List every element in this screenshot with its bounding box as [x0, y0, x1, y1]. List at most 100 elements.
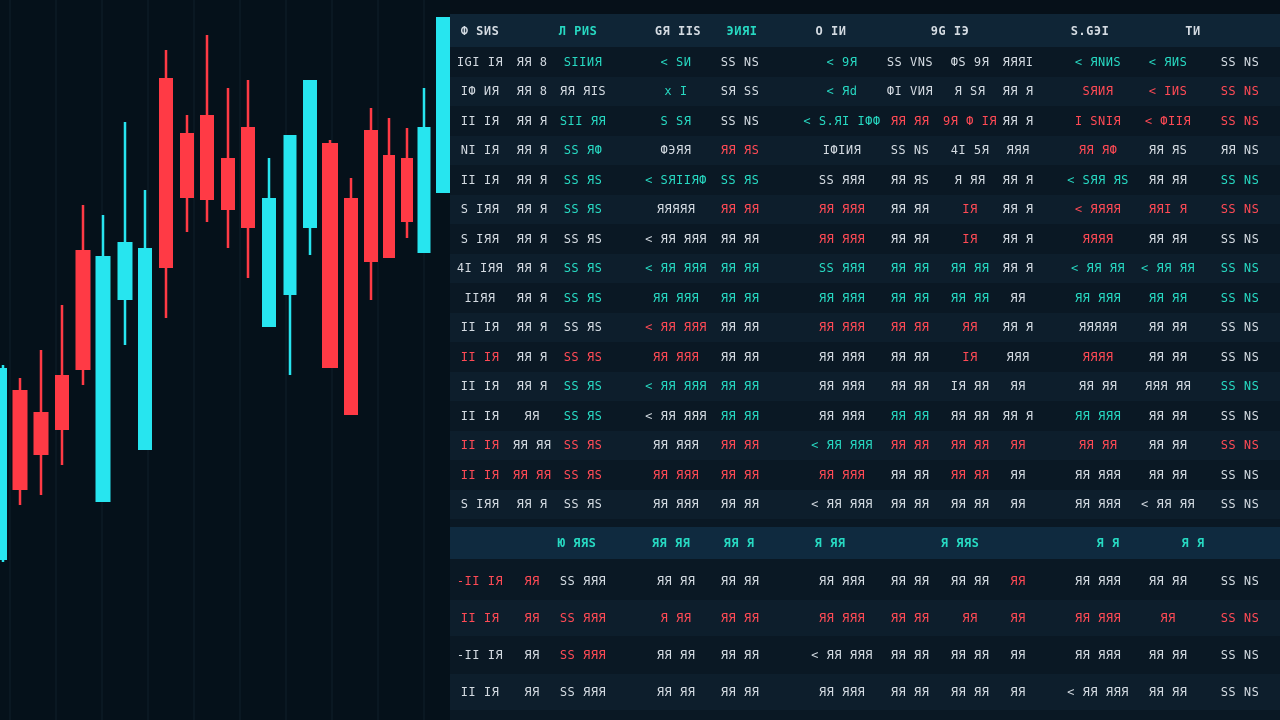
table-row[interactable]: IIЯЯ ЯЯ Я SS ЯS ЯЯ ЯЯЯ ЯЯ ЯЯ ЯЯ ЯЯЯ ЯЯ ЯЯ ЯЯ ЯЯ… [450, 283, 1280, 313]
table-cell: SS NS [890, 143, 930, 158]
table-cell: SS NS [1220, 349, 1260, 364]
table-row[interactable]: S IЯЯ ЯЯ Я SS ЯS < ЯЯ ЯЯЯ ЯЯ ЯЯ ЯЯ ЯЯЯ ЯЯ ЯЯ IЯ… [450, 224, 1280, 254]
table-row[interactable]: II IЯ ЯЯ SS ЯS < ЯЯ ЯЯЯ ЯЯ ЯЯ ЯЯ ЯЯЯ ЯЯ ЯЯ ЯЯ Я… [450, 401, 1280, 431]
table-cell: < SЯIIЯФ [645, 172, 707, 187]
table-cell: SS NS [1220, 113, 1260, 128]
table-cell: -II IЯ [456, 648, 504, 662]
candle [138, 190, 152, 450]
table-cell: SS VNS [886, 54, 934, 69]
candle [180, 115, 194, 232]
table-cell: < ЯЯ ЯЯЯ [645, 261, 707, 276]
table-cell: SS ЯЯЯ [818, 172, 866, 187]
candle-body-up [117, 242, 133, 300]
candle [95, 215, 111, 502]
table-cell: ЯЯ ЯЯ [890, 202, 930, 217]
table-cell: II IЯ [460, 467, 500, 482]
table-row[interactable]: II IЯ ЯЯ SS ЯЯЯ Я ЯЯ ЯЯ ЯЯ ЯЯ ЯЯЯ ЯЯ ЯЯ ЯЯ ЯЯ ЯЯ … [450, 600, 1280, 636]
table-cell: ЯЯ ЯЯ [1148, 467, 1188, 482]
table-cell: < ЯЯ ЯЯЯ [811, 497, 873, 512]
table-cell: SS NS [1220, 574, 1260, 588]
table-row[interactable]: II IЯ ЯЯ Я SS ЯS ЯЯ ЯЯЯ ЯЯ ЯЯ ЯЯ ЯЯЯ ЯЯ ЯЯ IЯ ЯЯ… [450, 342, 1280, 372]
table-cell: SS NS [1220, 261, 1260, 276]
table-cell: ЯЯ ЯЯ [720, 379, 760, 394]
table-cell: ЯЯ ЯЯЯ [818, 290, 866, 305]
table-cell: ЯЯ [524, 685, 540, 699]
table-subheader: Ю ЯЯS ЯЯ ЯЯ ЯЯ Я Я ЯЯ Я ЯЯS Я Я Я Я [450, 527, 1280, 559]
table-row[interactable]: -II IЯ ЯЯ SS ЯЯЯ ЯЯ ЯЯ ЯЯ ЯЯ ЯЯ ЯЯЯ ЯЯ ЯЯ ЯЯ ЯЯ… [450, 563, 1280, 599]
table-row[interactable]: IФ ИЯ ЯЯ 8 ЯЯ ЯIS x I SЯ SS < Яd ФI VИЯ Я SЯ ЯЯ … [450, 76, 1280, 106]
table-row[interactable]: II IЯ ЯЯ Я SS ЯS < ЯЯ ЯЯЯ ЯЯ ЯЯ ЯЯ ЯЯЯ ЯЯ ЯЯ IЯ… [450, 371, 1280, 401]
table-cell: 4I 5Я [950, 143, 990, 158]
table-cell: SS NS [1220, 497, 1260, 512]
table-cell: SS ЯS [563, 231, 603, 246]
table-cell: ЯЯЯЯЯ [1078, 320, 1118, 335]
table-row[interactable]: -II IЯ ЯЯ SS ЯЯЯ ЯЯ ЯЯ ЯЯ ЯЯ < ЯЯ ЯЯЯ ЯЯ ЯЯ ЯЯ … [450, 637, 1280, 673]
table-cell: ЯЯ ЯЯ [512, 467, 552, 482]
table-cell: ЯЯ Я [516, 379, 548, 394]
table-cell: ЯЯ 8 [516, 84, 548, 99]
table-cell: ЯЯ ЯЯЯ [818, 320, 866, 335]
table-cell: ЯЯ ЯЯ [656, 685, 696, 699]
table-cell: ЯЯ [1010, 497, 1026, 512]
table-row[interactable]: NI IЯ ЯЯ Я SS ЯФ ФЭЯЯ ЯЯ ЯS IФIИЯ SS NS 4I 5Я ЯЯ… [450, 135, 1280, 165]
table-cell: ЯЯ [1010, 611, 1026, 625]
table-cell: ЯЯ Я [1002, 172, 1034, 187]
table-cell: II IЯ [460, 349, 500, 364]
table-cell: ЯЯ ЯЯЯ [1074, 408, 1122, 423]
table-cell: ЯЯ ЯЯЯ [1074, 611, 1122, 625]
table-cell: SS NS [1220, 685, 1260, 699]
table-cell: ЯЯ 8 [516, 54, 548, 69]
table-cell: IЯ [962, 231, 978, 246]
table-cell: ЯЯ Я [1002, 113, 1034, 128]
table-cell: ЯЯ NS [1220, 143, 1260, 158]
table-cell: SЯИЯ [1082, 84, 1114, 99]
candle [0, 365, 7, 562]
table-cell: SS ЯS [563, 467, 603, 482]
market-data-table: Ф SИS Л РИS GЯ IIS ЭИЯI O IИ 9G IЭ S.GЭI TИ IGI … [450, 14, 1280, 720]
table-row[interactable]: II IЯ ЯЯ Я SS ЯS < ЯЯ ЯЯЯ ЯЯ ЯЯ ЯЯ ЯЯЯ ЯЯ ЯЯ ЯЯ… [450, 312, 1280, 342]
table-cell: ЯЯ ЯЯ [1148, 290, 1188, 305]
candle-body-down [75, 250, 91, 370]
table-cell: ЯЯ ЯЯ [890, 611, 930, 625]
table-row[interactable]: S IЯЯ ЯЯ Я SS ЯS ЯЯ ЯЯЯ ЯЯ ЯЯ < ЯЯ ЯЯЯ ЯЯ ЯЯ ЯЯ… [450, 489, 1280, 519]
table-cell: SS ЯS [563, 172, 603, 187]
table-cell: ЯЯ Я [516, 113, 548, 128]
table-row[interactable]: II IЯ ЯЯ ЯЯ SS ЯS ЯЯ ЯЯЯ ЯЯ ЯЯ ЯЯ ЯЯЯ ЯЯ ЯЯ ЯЯ … [450, 460, 1280, 490]
table-cell: ЯЯ [962, 320, 978, 335]
table-cell: ЯЯ ЯЯ [1148, 648, 1188, 662]
table-cell: SS ЯФ [563, 143, 603, 158]
column-header: O IИ [815, 23, 847, 38]
table-cell: ЯЯ ЯЯ [720, 408, 760, 423]
table-cell: ЯЯ ЯЯЯ [818, 379, 866, 394]
table-row[interactable]: II IЯ ЯЯ Я SII ЯЯ S SЯ SS NS < S.ЯI IФФ ЯЯ ЯЯ 9… [450, 106, 1280, 136]
table-row[interactable]: II IЯ ЯЯ SS ЯЯЯ ЯЯ ЯЯ ЯЯ ЯЯ ЯЯ ЯЯЯ ЯЯ ЯЯ ЯЯ ЯЯ Я… [450, 674, 1280, 710]
candle [283, 135, 297, 375]
table-cell: ЯЯ ЯЯЯ [1074, 574, 1122, 588]
table-row[interactable]: IGI IЯ ЯЯ 8 SIIИЯ < SИ SS NS < 9Я SS VNS ФS 9Я Я… [450, 47, 1280, 77]
table-cell: SS NS [1220, 84, 1260, 99]
table-row[interactable]: 4I IЯЯ ЯЯ Я SS ЯS < ЯЯ ЯЯЯ ЯЯ ЯЯ SS ЯЯЯ ЯЯ ЯЯ Я… [450, 253, 1280, 283]
table-cell: ЯЯ [1010, 574, 1026, 588]
table-cell: SII ЯЯ [559, 113, 607, 128]
table-cell: ЯЯ ЯЯЯ [818, 611, 866, 625]
subheader-label: ЯЯ Я [723, 536, 755, 550]
table-cell: II IЯ [460, 611, 500, 625]
table-cell: IЯ ЯЯ [950, 379, 990, 394]
table-cell: ЯЯ ЯЯ [950, 467, 990, 482]
table-row[interactable]: II IЯ ЯЯ Я SS ЯS < SЯIIЯФ SS ЯS SS ЯЯЯ ЯЯ ЯS Я … [450, 165, 1280, 195]
table-cell: ЯЯ ЯЯ [950, 497, 990, 512]
table-cell: ЯЯ ЯЯ [720, 438, 760, 453]
candle [417, 88, 431, 253]
table-cell: < ЯЯ ЯЯЯ [811, 438, 873, 453]
table-cell: ФS 9Я [950, 54, 990, 69]
candle-body-down [344, 198, 358, 415]
table-row[interactable]: S IЯЯ ЯЯ Я SS ЯS ЯЯЯЯЯ ЯЯ ЯЯ ЯЯ ЯЯЯ ЯЯ ЯЯ IЯ ЯЯ … [450, 194, 1280, 224]
table-cell: ЯЯ ЯЯ [720, 611, 760, 625]
table-cell: SS ЯЯЯ [818, 261, 866, 276]
table-row[interactable]: II IЯ ЯЯ ЯЯ SS ЯS ЯЯ ЯЯЯ ЯЯ ЯЯ < ЯЯ ЯЯЯ ЯЯ ЯЯ Я… [450, 430, 1280, 460]
table-cell: ЯЯ Я [1002, 320, 1034, 335]
table-cell: SS NS [1220, 379, 1260, 394]
table-cell: ЯЯ [1010, 467, 1026, 482]
table-cell: IФ ИЯ [460, 84, 500, 99]
table-cell: ЯЯ ЯЯ [890, 467, 930, 482]
